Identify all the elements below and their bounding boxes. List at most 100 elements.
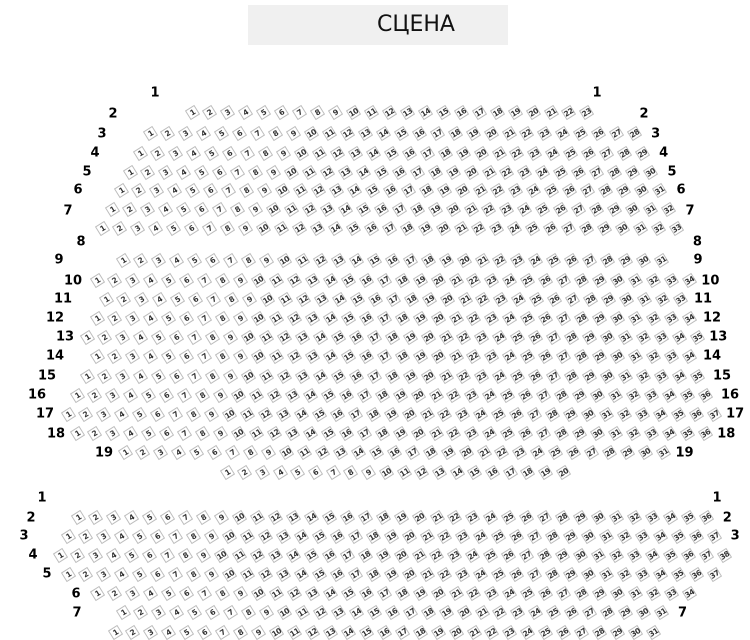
seat[interactable]: 12 xyxy=(314,444,331,460)
seat[interactable]: 4 xyxy=(133,368,149,384)
seat[interactable]: 17 xyxy=(376,585,392,601)
seat[interactable]: 11 xyxy=(396,464,412,480)
seat[interactable]: 11 xyxy=(301,164,318,180)
seat[interactable]: 2 xyxy=(140,164,156,180)
seat[interactable]: 28 xyxy=(589,201,605,217)
seat[interactable]: 4 xyxy=(143,348,159,364)
seat[interactable]: 9 xyxy=(257,182,273,198)
seat[interactable]: 5 xyxy=(132,566,148,582)
seat[interactable]: 14 xyxy=(293,528,309,544)
seat[interactable]: 11 xyxy=(248,387,265,403)
seat[interactable]: 26 xyxy=(538,272,554,288)
seat[interactable]: 20 xyxy=(420,368,436,384)
seat[interactable]: 22 xyxy=(475,291,491,307)
seat[interactable]: 15 xyxy=(368,444,384,460)
seat[interactable]: 10 xyxy=(221,566,238,582)
seat[interactable]: 30 xyxy=(590,509,607,525)
seat[interactable]: 1 xyxy=(107,624,123,640)
seat[interactable]: 11 xyxy=(248,425,265,441)
seat[interactable]: 5 xyxy=(161,585,177,601)
seat[interactable]: 2 xyxy=(133,252,149,268)
seat[interactable]: 15 xyxy=(340,272,356,288)
seat[interactable]: 14 xyxy=(285,547,301,563)
seat[interactable]: 2 xyxy=(70,547,86,563)
seat[interactable]: 25 xyxy=(563,145,579,161)
seat[interactable]: 6 xyxy=(169,329,185,345)
seat[interactable]: 8 xyxy=(186,406,202,422)
seat[interactable]: 34 xyxy=(671,368,687,384)
seat[interactable]: 27 xyxy=(574,624,590,640)
seat[interactable]: 27 xyxy=(556,348,572,364)
seat[interactable]: 7 xyxy=(197,585,213,601)
seat[interactable]: 26 xyxy=(528,368,544,384)
seat[interactable]: 33 xyxy=(643,425,659,441)
seat[interactable]: 33 xyxy=(663,272,679,288)
seat[interactable]: 18 xyxy=(365,528,381,544)
seat[interactable]: 27 xyxy=(584,444,600,460)
seat[interactable]: 15 xyxy=(435,104,451,120)
seat[interactable]: 21 xyxy=(448,585,464,601)
seat[interactable]: 7 xyxy=(225,444,241,460)
seat[interactable]: 5 xyxy=(179,624,195,640)
seat[interactable]: 8 xyxy=(205,329,221,345)
seat[interactable]: 17 xyxy=(376,348,392,364)
seat[interactable]: 35 xyxy=(662,547,678,563)
seat[interactable]: 7 xyxy=(187,368,203,384)
seat[interactable]: 1 xyxy=(89,348,105,364)
seat[interactable]: 28 xyxy=(600,604,616,620)
seat[interactable]: 10 xyxy=(293,145,310,161)
seat[interactable]: 8 xyxy=(233,624,249,640)
seat[interactable]: 19 xyxy=(402,329,418,345)
seat[interactable]: 5 xyxy=(161,272,177,288)
seat[interactable]: 10 xyxy=(240,329,257,345)
seat[interactable]: 12 xyxy=(286,585,303,601)
seat[interactable]: 6 xyxy=(207,444,223,460)
seat[interactable]: 32 xyxy=(645,310,662,326)
seat[interactable]: 2 xyxy=(135,444,151,460)
seat[interactable]: 30 xyxy=(609,348,626,364)
seat[interactable]: 17 xyxy=(502,464,518,480)
seat[interactable]: 12 xyxy=(312,252,329,268)
seat[interactable]: 22 xyxy=(446,387,462,403)
seat[interactable]: 5 xyxy=(132,406,148,422)
seat[interactable]: 30 xyxy=(609,272,626,288)
seat[interactable]: 36 xyxy=(688,406,704,422)
seat[interactable]: 14 xyxy=(312,329,328,345)
seat[interactable]: 19 xyxy=(412,585,428,601)
seat[interactable]: 18 xyxy=(489,104,505,120)
seat[interactable]: 7 xyxy=(325,464,341,480)
seat[interactable]: 2 xyxy=(131,182,147,198)
seat[interactable]: 3 xyxy=(96,528,112,544)
seat[interactable]: 1 xyxy=(115,604,131,620)
seat[interactable]: 36 xyxy=(688,566,704,582)
seat[interactable]: 26 xyxy=(553,201,569,217)
seat[interactable]: 27 xyxy=(527,528,543,544)
seat[interactable]: 5 xyxy=(161,310,177,326)
seat[interactable]: 19 xyxy=(438,604,454,620)
seat[interactable]: 5 xyxy=(176,201,192,217)
seat[interactable]: 23 xyxy=(484,348,500,364)
seat[interactable]: 6 xyxy=(150,528,166,544)
seat[interactable]: 4 xyxy=(124,509,140,525)
seat[interactable]: 10 xyxy=(250,585,267,601)
seat[interactable]: 33 xyxy=(672,291,688,307)
seat[interactable]: 19 xyxy=(375,547,391,563)
seat[interactable]: 34 xyxy=(652,528,668,544)
seat[interactable]: 9 xyxy=(223,329,239,345)
seat[interactable]: 5 xyxy=(187,252,203,268)
seat[interactable]: 22 xyxy=(437,566,453,582)
seat[interactable]: 29 xyxy=(610,624,626,640)
seat[interactable]: 6 xyxy=(232,125,248,141)
seat[interactable]: 25 xyxy=(535,201,551,217)
seat[interactable]: 3 xyxy=(96,406,112,422)
seat[interactable]: 30 xyxy=(580,566,597,582)
seat[interactable]: 15 xyxy=(366,604,382,620)
seat[interactable]: 2 xyxy=(87,387,103,403)
seat[interactable]: 29 xyxy=(563,406,579,422)
seat[interactable]: 2 xyxy=(122,201,138,217)
seat[interactable]: 20 xyxy=(483,125,499,141)
seat[interactable]: 15 xyxy=(330,329,346,345)
seat[interactable]: 26 xyxy=(538,585,554,601)
seat[interactable]: 1 xyxy=(60,528,76,544)
seat[interactable]: 10 xyxy=(240,368,257,384)
